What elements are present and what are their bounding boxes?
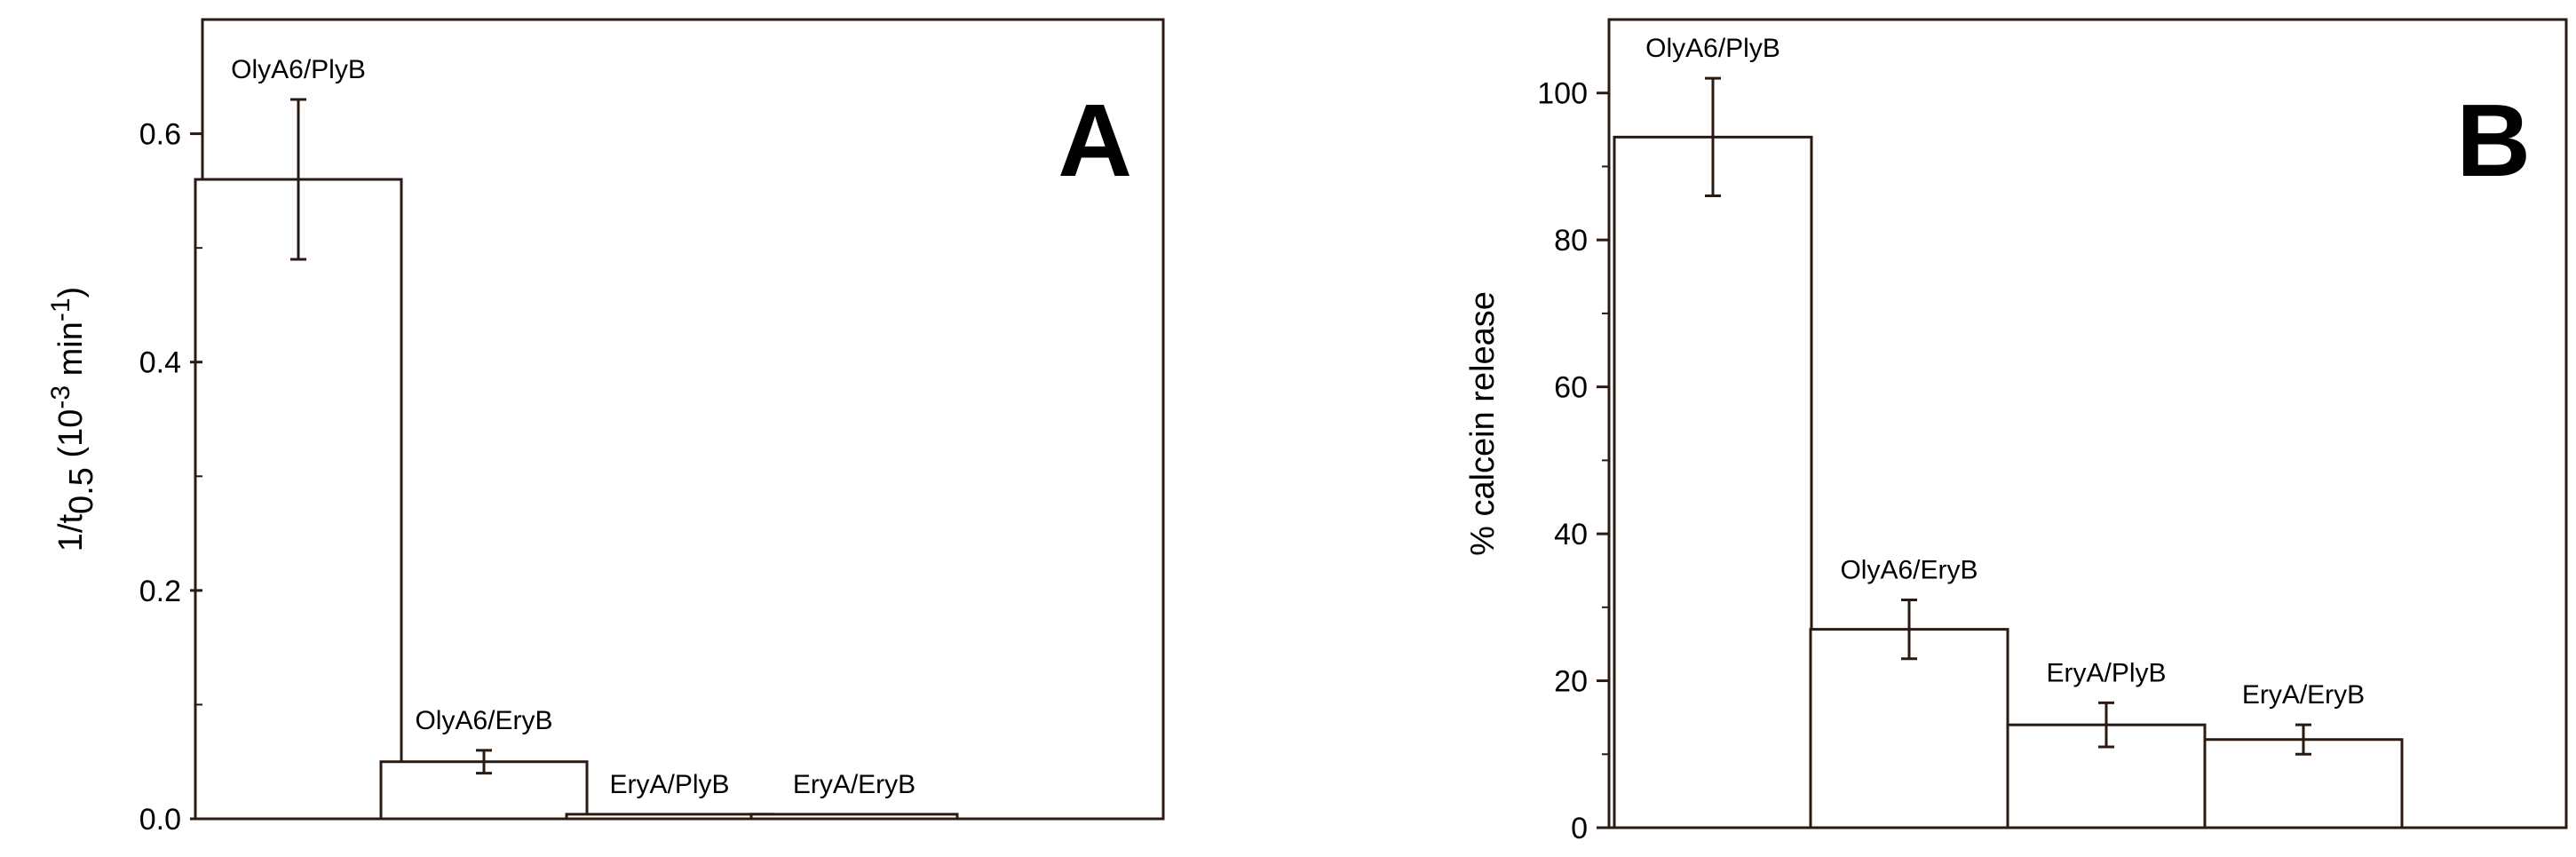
- panel-b-error-bar-erya-eryb: [2295, 723, 2311, 756]
- panel-b-y-tick-label-2: 40: [1554, 518, 1588, 551]
- panel-a-bar-label-erya-eryb: EryA/EryB: [793, 770, 915, 799]
- panel-b-y-tick-label-1: 20: [1554, 665, 1588, 699]
- panel-a-bars: [194, 178, 959, 821]
- panel-a-error-bar-olya6-plyb: [290, 98, 306, 261]
- panel-a-letter: A: [1058, 83, 1132, 198]
- panel-b-bar-olya6-plyb: [1613, 135, 1813, 829]
- panel-a-y-tick-label-0: 0.0: [139, 803, 181, 837]
- panel-b-bar-label-erya-eryb: EryA/EryB: [2242, 680, 2365, 710]
- panel-a-y-axis-label: 1/t0.5 (10-3 min-1): [46, 287, 100, 551]
- panel-a-ylabel-mid2: min: [52, 321, 90, 385]
- panel-a-ylabel-suffix: ): [52, 287, 90, 298]
- panel-b-y-tick-labels: 0 20 40 60 80 100: [1537, 77, 1588, 845]
- panel-a-bar-label-olya6-eryb: OlyA6/EryB: [415, 706, 552, 735]
- panel-a-bar-erya-eryb: [749, 813, 959, 821]
- panel-a-y-tick-labels: 0.0 0.2 0.4 0.6: [139, 118, 181, 837]
- panel-a-bar-erya-plyb: [565, 813, 774, 821]
- panel-b-error-bars: [1705, 76, 2311, 756]
- panel-b-y-tick-label-0: 0: [1571, 812, 1588, 845]
- panel-b-error-bar-olya6-plyb: [1705, 76, 1721, 198]
- panel-b-y-tick-label-4: 80: [1554, 224, 1588, 258]
- panel-a-error-bar-olya6-eryb: [476, 749, 492, 775]
- panel-a-y-tick-label-3: 0.6: [139, 118, 181, 152]
- panel-a-bar-labels: OlyA6/PlyB OlyA6/EryB EryA/PlyB EryA/EryB: [231, 55, 915, 799]
- panel-a-y-tick-label-2: 0.4: [139, 346, 181, 380]
- panel-b-bar-olya6-eryb: [1809, 628, 2009, 829]
- panel-b-bar-label-olya6-eryb: OlyA6/EryB: [1840, 556, 1978, 585]
- panel-b-error-bar-erya-plyb: [2098, 701, 2114, 749]
- panel-a-bar-olya6-plyb: [194, 178, 403, 821]
- panel-b: OlyA6/PlyB OlyA6/EryB EryA/PlyB EryA/EryB 0…: [1464, 18, 2568, 845]
- panel-a-bar-label-erya-plyb: EryA/PlyB: [609, 770, 729, 799]
- panel-b-y-axis-label: % calcein release: [1464, 291, 1502, 556]
- panel-a-ylabel-sup2: -1: [46, 298, 75, 321]
- panel-b-y-tick-label-3: 60: [1554, 371, 1588, 405]
- panel-a-ylabel-prefix: 1/t: [52, 514, 90, 552]
- panel-b-y-ticks: [1597, 91, 1609, 829]
- panel-a-error-bars: [290, 98, 492, 775]
- panel-a-ylabel-subscript: 0.5: [63, 467, 100, 514]
- panel-b-bar-label-olya6-plyb: OlyA6/PlyB: [1645, 34, 1780, 63]
- panel-a-ylabel-mid: (10: [52, 409, 90, 467]
- panel-b-bar-labels: OlyA6/PlyB OlyA6/EryB EryA/PlyB EryA/EryB: [1645, 34, 2365, 710]
- panel-a-y-ticks: [190, 132, 202, 821]
- panel-b-y-tick-label-5: 100: [1537, 77, 1588, 111]
- panel-b-error-bar-olya6-eryb: [1901, 599, 1917, 661]
- panel-a: OlyA6/PlyB OlyA6/EryB EryA/PlyB EryA/EryB 0…: [46, 18, 1165, 837]
- panel-b-letter: B: [2456, 83, 2531, 198]
- panel-a-bar-label-olya6-plyb: OlyA6/PlyB: [231, 55, 366, 84]
- panel-b-bars: [1613, 135, 2404, 829]
- panel-a-ylabel-sup1: -3: [46, 385, 75, 409]
- panel-b-bar-label-erya-plyb: EryA/PlyB: [2046, 658, 2166, 687]
- panel-a-y-tick-label-1: 0.2: [139, 575, 181, 608]
